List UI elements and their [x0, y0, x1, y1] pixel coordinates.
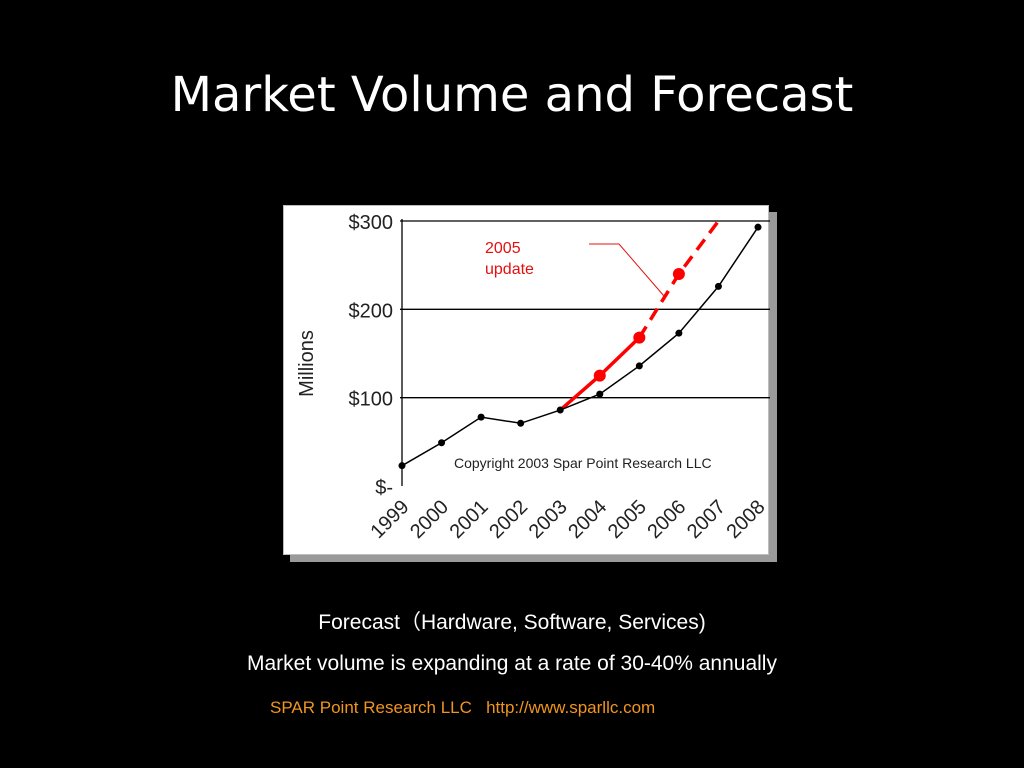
market-volume-line — [401, 226, 759, 467]
market-volume-point — [754, 223, 762, 231]
y-tick-label: $300 — [349, 212, 394, 234]
market-volume-point — [477, 413, 485, 421]
update-note-text: update — [485, 261, 534, 278]
copyright-label: Copyright 2003 Spar Point Research LLC — [454, 455, 712, 471]
chart-frame: $- $100 $200 $300 Millions 1999 2000 2001 2002 20… — [283, 205, 770, 555]
market-volume-point — [714, 282, 722, 290]
x-tick-label: 2007 — [683, 496, 730, 543]
market-volume-point — [596, 390, 604, 398]
market-volume-point — [556, 406, 564, 414]
forecast-point — [672, 268, 685, 280]
update-note-leader — [589, 243, 665, 297]
forecast-caption: Forecast（Hardware, Software, Services) — [318, 611, 706, 634]
x-tick-label: 2001 — [446, 496, 493, 543]
x-tick-label: 2008 — [723, 496, 770, 543]
credit-line: SPAR Point Research LLC http://www.sparl… — [270, 698, 655, 718]
market-volume-point — [438, 439, 446, 447]
growth-caption: Market volume is expanding at a rate of … — [247, 652, 777, 675]
y-tick-label: $100 — [349, 389, 394, 411]
y-axis-title: Millions — [296, 330, 318, 397]
x-tick-label: 2004 — [564, 496, 611, 543]
credit-url[interactable]: http://www.sparllc.com — [486, 698, 656, 717]
market-volume-chart: $-$100$200$300Millions199920002001200220… — [296, 212, 770, 543]
market-volume-point — [635, 362, 643, 370]
slide-title: Market Volume and Forecast — [170, 67, 854, 123]
forecast-point — [633, 331, 646, 344]
x-tick-label: 2006 — [643, 496, 690, 543]
x-tick-label: 2000 — [406, 496, 453, 543]
credit-company: SPAR Point Research LLC — [270, 698, 472, 717]
update-note-text: 2005 — [485, 240, 521, 257]
x-tick-label: 1999 — [367, 496, 414, 543]
x-tick-label: 2005 — [604, 496, 651, 543]
x-tick-label: 2002 — [485, 496, 532, 543]
market-volume-point — [675, 329, 683, 337]
market-volume-point — [398, 462, 406, 470]
x-tick-label: 2003 — [525, 496, 572, 543]
y-tick-label: $- — [375, 477, 393, 499]
forecast-point — [593, 369, 606, 382]
y-tick-label: $200 — [349, 300, 394, 322]
market-volume-point — [517, 419, 525, 427]
